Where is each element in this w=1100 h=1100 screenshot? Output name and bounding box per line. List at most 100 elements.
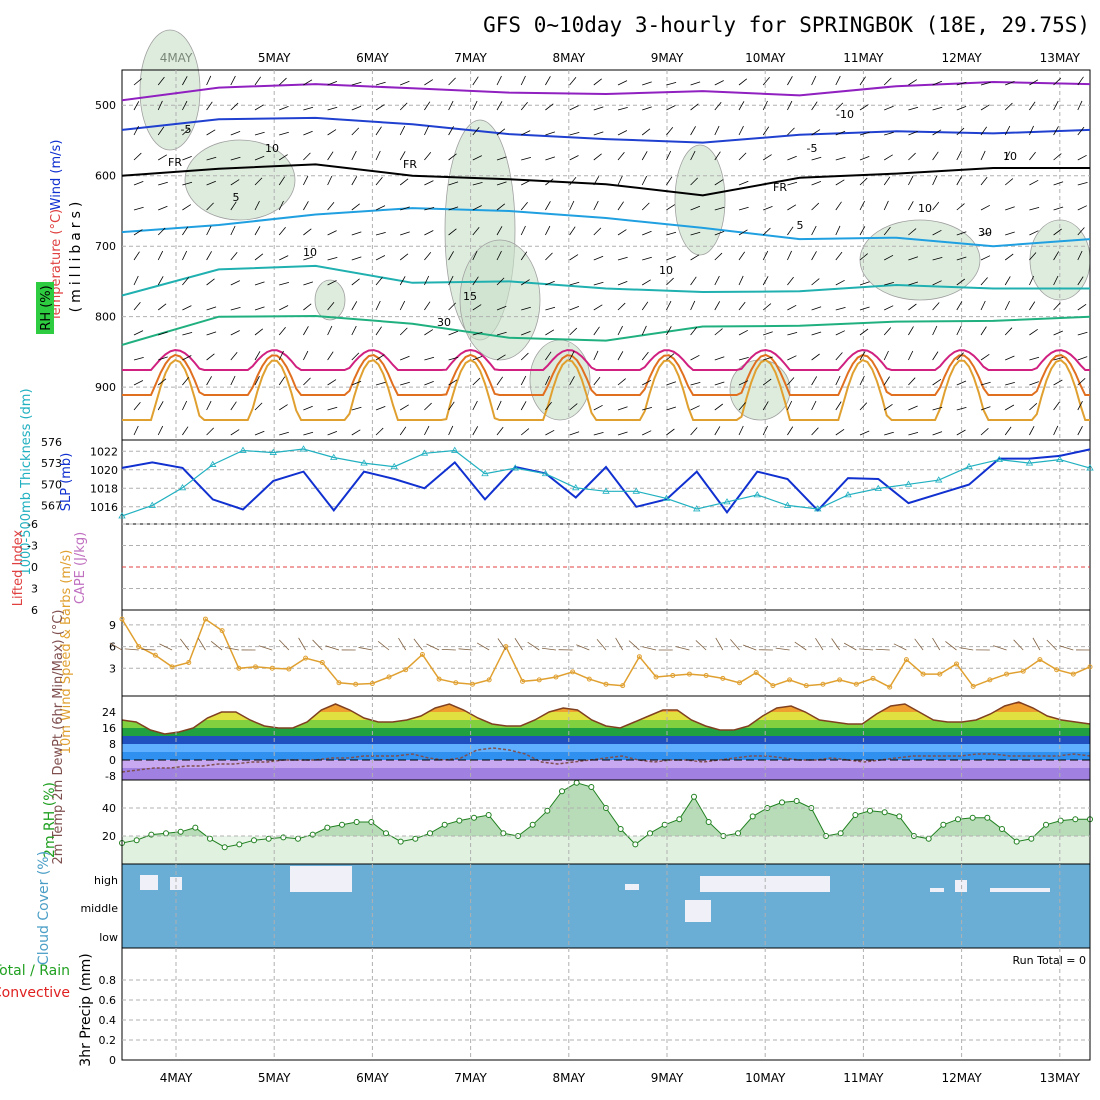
wind-barb — [230, 201, 237, 211]
wind-barb — [932, 378, 942, 386]
wind-barb — [908, 79, 918, 86]
wind-barb — [206, 129, 216, 136]
rh2m-point — [925, 835, 932, 842]
wind-barb — [545, 225, 551, 236]
thickness-point — [995, 455, 1003, 463]
wind-barb — [230, 179, 240, 186]
rh2m-point — [999, 826, 1005, 832]
top-date-label: 11MAY — [843, 51, 884, 65]
wind10m-point — [269, 665, 275, 671]
contour-label: 10 — [918, 202, 932, 215]
wind-barb — [133, 402, 141, 411]
isotherm-line — [121, 314, 1091, 346]
wind-barb — [980, 81, 991, 86]
wind-barb — [1077, 76, 1084, 86]
wind-barb — [1053, 379, 1063, 386]
wind-barb — [278, 200, 284, 211]
rh2m-point — [837, 830, 844, 837]
wind-barb — [1053, 251, 1060, 261]
wind-barb — [303, 405, 313, 411]
wind-barb — [641, 128, 651, 136]
wind-barb — [157, 425, 164, 436]
wind-barb — [254, 131, 265, 136]
wind-barb — [762, 154, 772, 161]
wind-barb — [932, 229, 942, 236]
wind10m-barb — [1059, 645, 1074, 651]
wind10m-point — [737, 680, 743, 686]
wind-barb — [1077, 227, 1085, 236]
wind-barb — [230, 401, 237, 411]
wind-barb — [375, 126, 382, 136]
wind10m-barb — [426, 643, 440, 651]
thickness-point — [390, 462, 398, 470]
wind-barb — [157, 378, 167, 386]
wind-barb — [593, 255, 604, 261]
wind-barb — [254, 155, 265, 161]
wind-barb — [1029, 356, 1040, 361]
wind-barb — [496, 101, 503, 111]
wind-barb — [496, 277, 505, 286]
wind-barb — [617, 107, 628, 111]
wind-barb — [303, 175, 309, 186]
wind-barb — [908, 405, 918, 411]
wind-barb — [1077, 182, 1088, 186]
wind-barb — [666, 150, 672, 161]
wind-barb — [182, 400, 188, 411]
rh2m-point — [779, 799, 785, 806]
wind-barb — [182, 76, 188, 86]
bottom-date-label: 9MAY — [651, 1071, 684, 1085]
wind-barb — [642, 430, 652, 436]
wind-barb — [351, 380, 362, 386]
wind-barb — [448, 181, 459, 186]
bottom-date-label: 11MAY — [843, 1071, 884, 1085]
wind10m-barb — [377, 640, 390, 651]
wind10m-barb — [441, 648, 456, 651]
rh2m-point — [852, 812, 859, 818]
wind-barb — [182, 204, 192, 211]
wind-barb — [787, 304, 797, 311]
rh-shade — [674, 144, 726, 256]
wind-barb — [641, 202, 650, 211]
wind-barb — [206, 251, 212, 261]
wind-barb — [908, 377, 916, 386]
wind-barb — [230, 156, 241, 161]
rh2m-point — [867, 807, 873, 814]
wind-barb — [762, 303, 772, 311]
wind10m-point — [419, 652, 425, 658]
wind-barb — [399, 426, 407, 436]
wind-barb — [424, 252, 432, 261]
rh2m-point — [383, 830, 389, 837]
wind-barb — [424, 381, 434, 386]
wind-barb — [569, 77, 577, 86]
wind-barb — [738, 251, 746, 261]
wind-barb — [448, 330, 459, 336]
wind-barb — [762, 100, 768, 111]
wind-barb — [908, 201, 914, 211]
wind-barb — [351, 176, 358, 186]
top-date-label: 13MAY — [1040, 51, 1081, 65]
wind-barb — [811, 202, 820, 211]
wind-barb — [1053, 100, 1059, 111]
wind10m-point — [570, 669, 576, 675]
cloud-bar — [170, 877, 182, 890]
wind-barb — [351, 231, 362, 236]
rh2m-point — [207, 835, 213, 842]
wind10m-point — [219, 628, 225, 634]
rh2m-point — [1043, 821, 1049, 828]
wind-barb — [375, 177, 383, 186]
wind-barb — [1029, 125, 1034, 136]
wind-barb — [762, 276, 769, 286]
wind-barb — [690, 405, 700, 411]
wind-barb — [980, 204, 990, 211]
wind-barb — [883, 350, 889, 361]
wind-barb — [690, 177, 698, 186]
wind10m-point — [369, 680, 375, 686]
wind-barb — [254, 351, 261, 361]
rh-legend-swatch — [36, 282, 54, 334]
wind-barb — [738, 78, 748, 86]
precip-tick: 0.6 — [99, 994, 117, 1007]
wind-barb — [811, 181, 822, 186]
wind-barb — [472, 155, 482, 161]
rh2m-point — [984, 814, 991, 821]
wind10m-barb — [476, 642, 490, 651]
